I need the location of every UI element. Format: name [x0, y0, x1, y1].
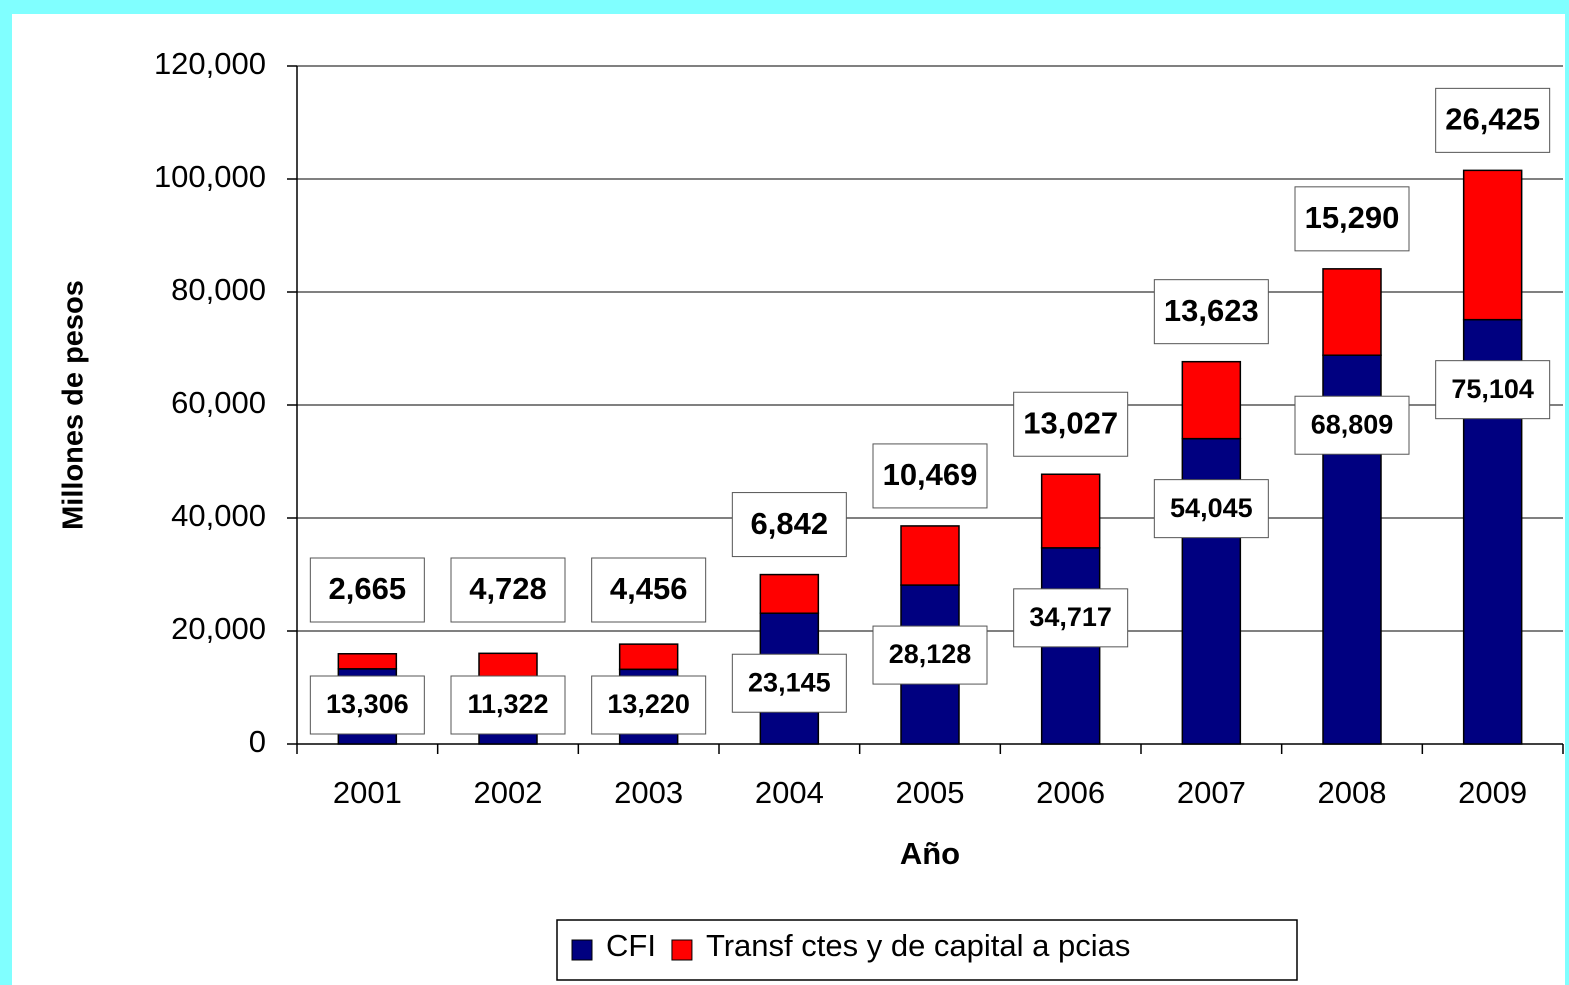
transf-value-label: 10,469: [883, 457, 978, 492]
transf-value-label: 26,425: [1445, 102, 1540, 137]
transf-value-label: 4,728: [469, 571, 547, 606]
y-tick-label: 120,000: [154, 46, 266, 81]
bar-segment: [1462, 169, 1523, 321]
legend-label: CFI: [606, 928, 656, 963]
x-axis-title: Año: [900, 836, 960, 871]
cfi-value-label: 11,322: [467, 689, 548, 719]
transf-value-label: 15,290: [1305, 200, 1400, 235]
bar-segment: [900, 525, 960, 586]
transf-value-label: 6,842: [751, 506, 829, 541]
y-tick-label: 100,000: [154, 159, 266, 194]
transf-value-label-box: [872, 443, 988, 509]
transf-value-label: 4,456: [610, 571, 688, 606]
cfi-value-label: 13,220: [607, 689, 690, 719]
cfi-value-label-box: [1153, 479, 1269, 539]
x-tick-label: 2004: [755, 775, 824, 810]
x-tick-label: 2006: [1036, 775, 1105, 810]
cfi-value-label: 28,128: [889, 639, 972, 669]
bar-segment: [1181, 360, 1242, 440]
x-tick-label: 2001: [333, 775, 402, 810]
bar-segment: [1322, 268, 1382, 356]
transf-value-label: 13,027: [1023, 405, 1118, 440]
cfi-value-label-box: [872, 625, 988, 685]
legend-swatch: [671, 939, 693, 961]
transf-value-label: 13,623: [1164, 293, 1259, 328]
transf-value-label-box: [1013, 391, 1129, 457]
legend-label: Transf ctes y de capital a pcias: [706, 928, 1130, 963]
cfi-value-label: 34,717: [1029, 602, 1112, 632]
x-tick-label: 2005: [896, 775, 965, 810]
cfi-value-label-box: [309, 675, 425, 735]
cfi-value-label-box: [450, 675, 566, 735]
transf-value-label-box: [731, 492, 847, 558]
bar-segment: [759, 573, 820, 614]
cfi-value-label-box: [1013, 588, 1129, 648]
x-tick-label: 2002: [474, 775, 543, 810]
bar-segment: [337, 653, 398, 670]
transf-value-label-box: [1294, 186, 1410, 252]
transf-value-label: 2,665: [329, 571, 407, 606]
cfi-value-label: 54,045: [1170, 493, 1253, 523]
cfi-value-label-box: [731, 653, 847, 713]
legend-swatch: [571, 939, 593, 961]
y-tick-label: 40,000: [171, 498, 266, 533]
x-tick-label: 2003: [614, 775, 683, 810]
transf-value-label-box: [1153, 279, 1269, 345]
y-tick-label: 60,000: [171, 385, 266, 420]
x-tick-label: 2008: [1318, 775, 1387, 810]
cfi-value-label-box: [1435, 360, 1551, 420]
transf-value-label-box: [309, 557, 425, 623]
cfi-value-label: 13,306: [326, 689, 409, 719]
bar-segment: [618, 643, 679, 671]
y-tick-label: 80,000: [171, 272, 266, 307]
cfi-value-label-box: [591, 675, 707, 735]
bar-segment: [1040, 473, 1101, 549]
cfi-value-label: 75,104: [1451, 374, 1534, 404]
y-tick-label: 20,000: [171, 611, 266, 646]
cfi-value-label: 23,145: [748, 667, 831, 697]
transf-value-label-box: [1435, 87, 1551, 153]
x-tick-label: 2009: [1458, 775, 1527, 810]
transf-value-label-box: [450, 557, 566, 623]
y-axis-title: Millones de pesos: [58, 280, 90, 530]
transf-value-label-box: [591, 557, 707, 623]
y-tick-label: 0: [249, 724, 266, 759]
x-tick-label: 2007: [1177, 775, 1246, 810]
cfi-value-label: 68,809: [1311, 409, 1394, 439]
cfi-value-label-box: [1294, 395, 1410, 455]
